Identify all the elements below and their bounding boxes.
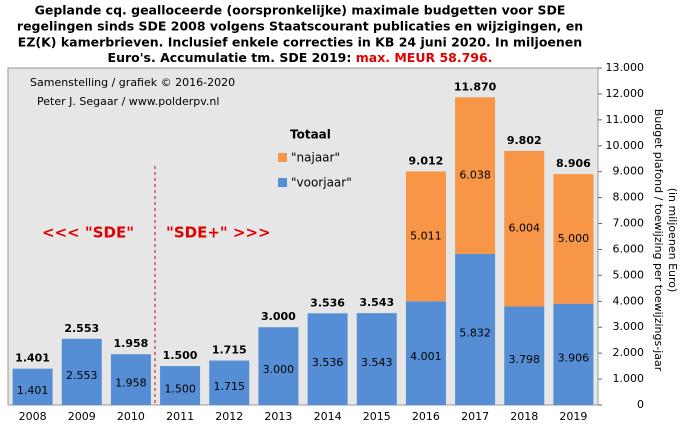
value-label: 1.715 — [214, 380, 246, 393]
total-label: 3.000 — [261, 310, 296, 323]
total-label: 1.500 — [163, 349, 198, 362]
y-tick-label: 0 — [637, 398, 644, 411]
chart-title: Euro's. Accumulatie tm. SDE 2019: — [108, 50, 356, 65]
total-label: 11.870 — [454, 80, 497, 93]
y-tick-label: 2.000 — [613, 346, 645, 359]
total-label: 1.958 — [114, 337, 149, 350]
y-tick-label: 4.000 — [613, 294, 645, 307]
bar-segment — [504, 150, 545, 307]
y-tick-label: 8.000 — [613, 191, 645, 204]
value-label: 1.958 — [115, 377, 147, 390]
total-label: 9.012 — [409, 154, 444, 167]
bar-segment — [209, 360, 250, 405]
chart-title: regelingen sinds SDE 2008 volgens Staats… — [17, 19, 583, 34]
y-axis-label: Budget plafond / toewijzing per toewijzi… — [652, 109, 665, 372]
y-tick-label: 12.000 — [606, 87, 645, 100]
total-label: 9.802 — [507, 134, 542, 147]
legend-label: "najaar" — [291, 151, 340, 165]
total-label: 2.553 — [64, 322, 99, 335]
x-tick-label: 2014 — [314, 410, 342, 423]
annotation: <<< "SDE" — [42, 224, 134, 242]
y-tick-label: 1.000 — [613, 372, 645, 385]
x-tick-label: 2016 — [412, 410, 440, 423]
total-label: 3.543 — [359, 296, 394, 309]
x-tick-label: 2009 — [68, 410, 96, 423]
y-tick-label: 3.000 — [613, 320, 645, 333]
bar-segment — [61, 338, 102, 405]
plot-area — [7, 67, 599, 406]
x-tick-label: 2017 — [461, 410, 489, 423]
value-label: 3.798 — [509, 353, 541, 366]
y-tick-label: 6.000 — [613, 242, 645, 255]
chart-title: Geplande cq. gealloceerde (oorspronkelij… — [35, 3, 566, 18]
y-tick-label: 5.000 — [613, 268, 645, 281]
y-tick-label: 11.000 — [606, 113, 645, 126]
x-tick-label: 2010 — [117, 410, 145, 423]
value-label: 1.401 — [17, 384, 49, 397]
bar-segment — [455, 253, 496, 405]
total-label: 3.536 — [310, 296, 345, 309]
x-tick-label: 2008 — [19, 410, 47, 423]
value-label: 5.000 — [558, 232, 590, 245]
value-label: 1.500 — [164, 383, 196, 396]
annotation: "SDE+" >>> — [166, 224, 271, 242]
value-label: 2.553 — [66, 369, 98, 382]
bar-segment — [405, 301, 446, 405]
legend-swatch — [278, 178, 287, 187]
y-tick-label: 10.000 — [606, 139, 645, 152]
y-axis-label: (in miljoenen Euro) — [666, 188, 679, 293]
legend-title: Totaal — [290, 128, 331, 142]
y-axis-label: Budget plafond / toewijzing per toewijzi… — [652, 109, 679, 372]
y-tick-label: 9.000 — [613, 165, 645, 178]
bar-segment — [356, 313, 397, 405]
x-tick-label: 2012 — [215, 410, 243, 423]
value-label: 4.001 — [410, 350, 442, 363]
value-label: 6.038 — [459, 169, 491, 182]
value-label: 3.543 — [361, 356, 393, 369]
bar-segment — [12, 368, 53, 405]
chart-title: Euro's. Accumulatie tm. SDE 2019: max. M… — [108, 50, 493, 65]
bar-segment — [405, 171, 446, 302]
total-label: 1.401 — [15, 352, 50, 365]
value-label: 3.000 — [263, 363, 295, 376]
total-label: 1.715 — [212, 344, 247, 357]
x-tick-label: 2013 — [264, 410, 292, 423]
x-tick-label: 2018 — [510, 410, 538, 423]
value-label: 5.832 — [459, 326, 491, 339]
x-tick-label: 2011 — [166, 410, 194, 423]
y-tick-label: 13.000 — [606, 61, 645, 74]
y-tick-label: 7.000 — [613, 217, 645, 230]
value-label: 5.011 — [410, 229, 442, 242]
bar-segment — [553, 174, 594, 304]
bar-segment — [258, 327, 299, 405]
bar-segment — [110, 354, 151, 405]
bar-segment — [553, 303, 594, 405]
annotation: Samenstelling / grafiek © 2016-2020 — [30, 76, 235, 89]
annotation: Peter J. Segaar / www.polderpv.nl — [37, 95, 219, 108]
bar-segment — [160, 366, 201, 405]
total-label: 8.906 — [556, 157, 591, 170]
bar-segment — [455, 97, 496, 254]
value-label: 3.906 — [558, 351, 590, 364]
x-tick-label: 2015 — [363, 410, 391, 423]
x-tick-label: 2019 — [559, 410, 587, 423]
legend-swatch — [278, 153, 287, 162]
bar-segment — [504, 306, 545, 405]
chart-title-highlight: max. MEUR 58.796. — [356, 50, 493, 65]
chart-title: EZ(K) kamerbrieven. Inclusief enkele cor… — [18, 35, 582, 50]
legend-label: "voorjaar" — [291, 176, 352, 190]
value-label: 3.536 — [312, 356, 344, 369]
value-label: 6.004 — [509, 222, 541, 235]
bar-segment — [307, 313, 348, 405]
